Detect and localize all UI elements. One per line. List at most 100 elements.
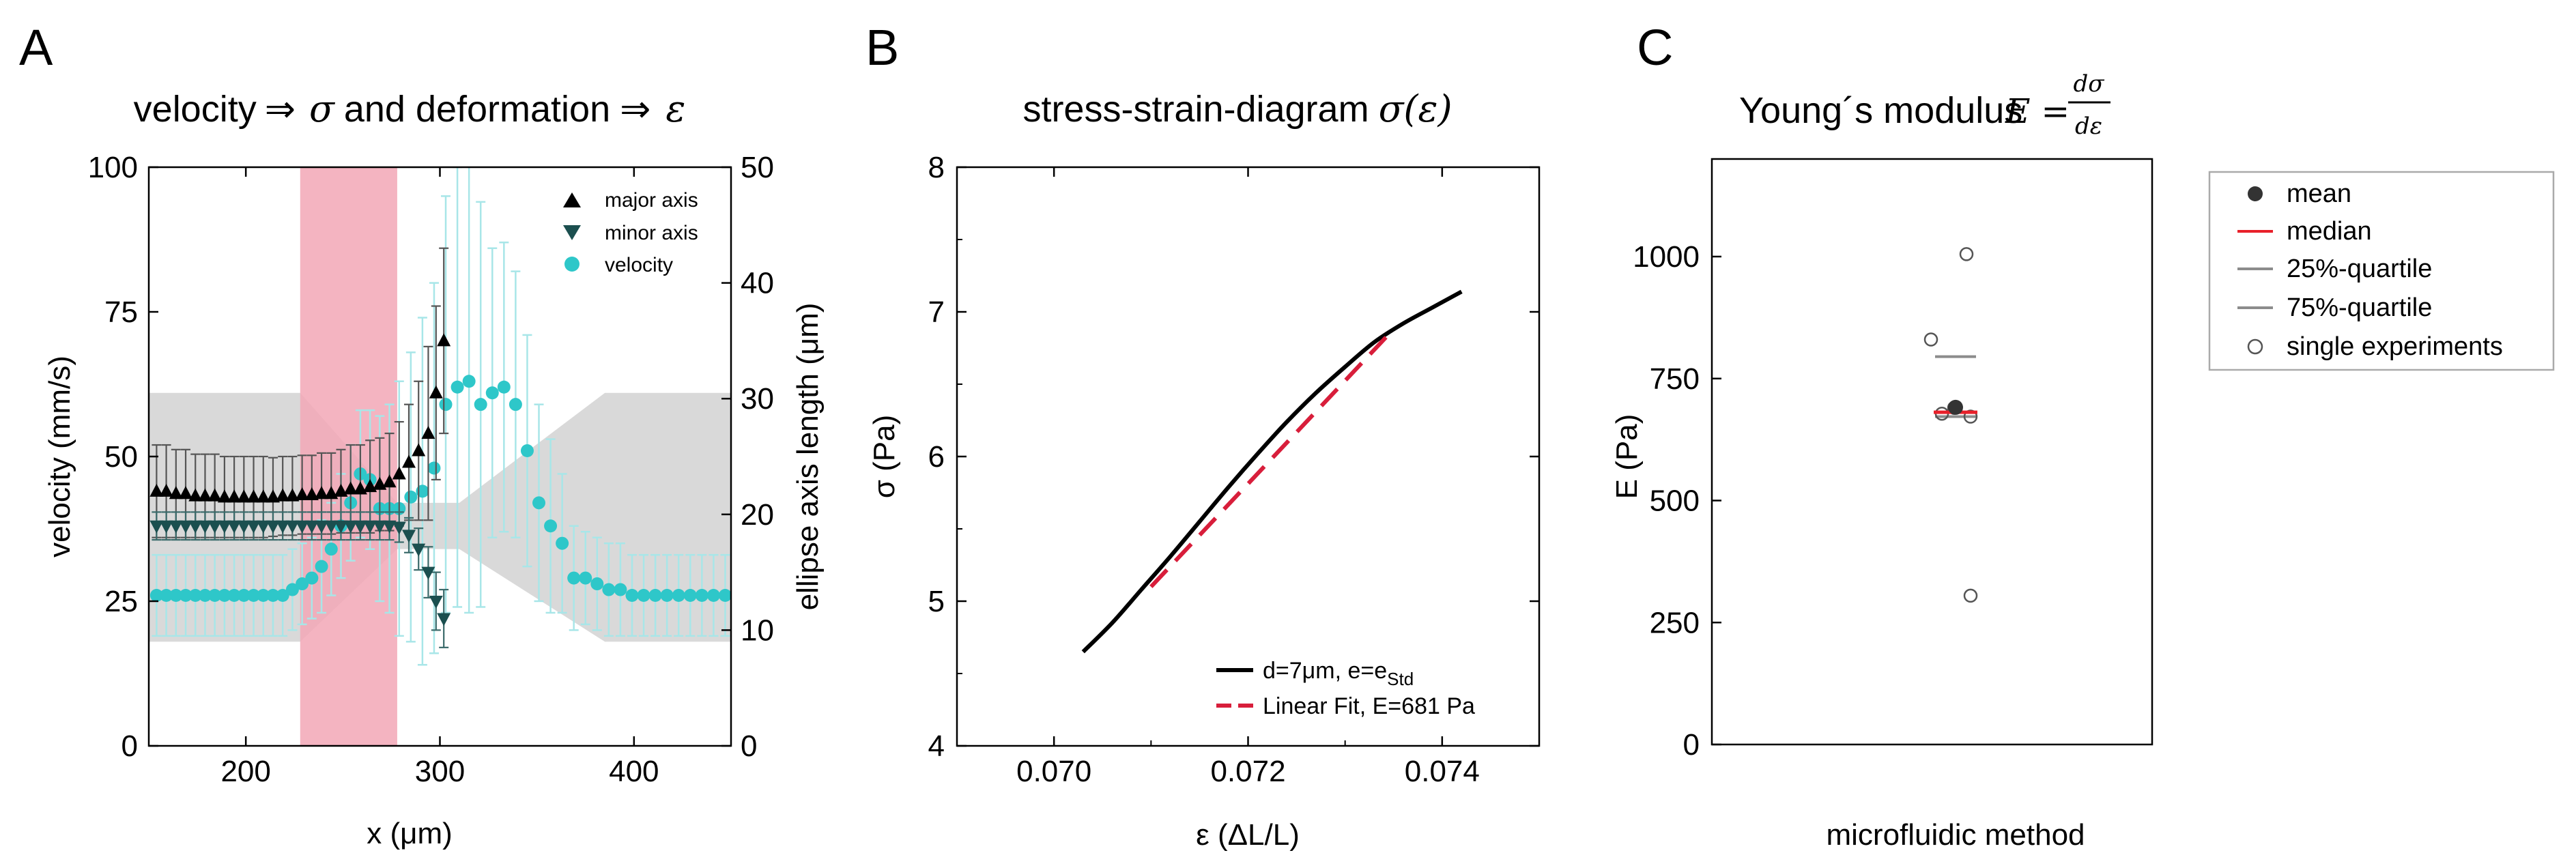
velocity-point [247,589,261,603]
legend-minor-axis: minor axis [563,222,698,244]
panel-c-title: Young´s modulus E = dσ dε [1739,70,2110,140]
velocity-point [683,589,697,603]
single-experiment-point [1963,588,1978,603]
panel-c-frame [1711,158,2153,746]
velocity-point [276,589,289,603]
y-tick-label: 0 [1683,728,1700,762]
velocity-point [718,589,731,603]
legend-marker-minor [563,225,581,240]
velocity-point [404,490,418,504]
velocity-point [188,589,202,603]
velocity-point [315,560,328,573]
major-axis-point [412,443,426,457]
y-tick-label: 0 [121,729,138,763]
legend-q25: 25%-quartile [2237,255,2432,283]
velocity-point [602,583,616,596]
velocity-point [169,589,183,603]
velocity-point [695,589,709,603]
velocity-point [266,589,280,603]
panel-b: B stress-strain-diagram σ(ε) 0.070 0.072 0.… [865,19,1541,852]
minor-axis-point [266,520,280,534]
panel-b-plot-area [1081,289,1463,654]
minor-axis-point [246,520,261,534]
major-axis-point [266,489,280,503]
velocity-point [427,461,441,475]
velocity-point [648,589,662,603]
legend-label-major: major axis [605,189,698,212]
panel-b-letter: B [865,19,899,76]
minor-axis-point [421,566,435,580]
panel-c-title-numerator: dσ [2074,70,2105,98]
panel-b-frame [956,166,1541,747]
y-tick-label: 8 [928,151,945,184]
minor-axis-point [179,520,193,534]
minor-axis-point [198,520,212,534]
panel-c-title-text: Young´s modulus [1739,90,2022,131]
legend-marker-mean [2248,186,2263,201]
legend-marker-single [2247,338,2263,355]
minor-axis-point [334,520,348,534]
velocity-point [285,583,299,596]
y-tick-label-right: 30 [741,382,774,416]
major-axis-point [402,454,416,468]
velocity-point [237,589,251,603]
minor-axis-point [353,520,367,534]
panel-a-title: velocity ⇒ σ and deformation ⇒ ε [134,87,686,130]
legend-mean: mean [2248,179,2351,208]
major-axis-point [159,483,173,497]
major-axis-point [169,486,183,500]
legend-label-minor: minor axis [605,222,698,244]
legend-label-fit: Linear Fit, E=681 Pa [1263,693,1475,719]
x-tick-label: 0.074 [1405,755,1480,788]
panel-c-title-lhs: E = [2005,91,2070,131]
minor-axis-point [363,520,377,534]
major-axis-point [392,466,406,480]
velocity-point [532,496,546,510]
velocity-point [474,398,487,411]
velocity-point [305,571,319,585]
minor-axis-point [324,520,339,534]
velocity-series [149,167,731,666]
velocity-point [149,589,163,603]
panel-c-title-denominator: dε [2075,113,2102,140]
legend-label-mean: mean [2287,179,2351,208]
velocity-point [257,589,270,603]
y-tick-label-right: 50 [741,151,774,184]
major-axis-point [188,488,203,502]
velocity-point [462,375,476,388]
mean-point [1948,399,1963,415]
y-tick-label: 250 [1650,606,1700,639]
major-axis-point [429,385,443,399]
velocity-point [179,589,192,603]
major-axis-point [227,489,242,503]
major-axis-point [207,488,222,502]
legend-label-velocity: velocity [605,254,673,276]
panel-a-plot-area [149,167,731,746]
velocity-point [439,398,453,411]
major-axis-point [237,489,251,503]
minor-axis-point [237,520,251,534]
x-tick-label: 0.070 [1016,755,1091,788]
panel-c-letter: C [1637,19,1673,76]
panel-b-ylabel: σ (Pa) [868,415,901,499]
x-tick-label: 400 [609,755,659,788]
legend-fit: Linear Fit, E=681 Pa [1216,693,1475,719]
y-tick-label-right: 0 [741,729,757,763]
panel-c-legend-box [2208,171,2555,371]
major-axis-series [149,247,451,538]
minor-axis-point [276,520,290,534]
panel-b-title: stress-strain-diagram σ(ε) [1022,87,1452,130]
legend-label-single: single experiments [2287,332,2503,361]
y-tick-label: 750 [1650,362,1700,396]
panel-b-legend: d=7μm, e=eStd Linear Fit, E=681 Pa [1216,658,1475,719]
panel-a-legend: major axis minor axis velocity [563,189,698,276]
velocity-point [208,589,222,603]
major-axis-point [382,474,397,488]
major-axis-point [437,333,451,347]
velocity-point [160,589,173,603]
major-axis-point [217,489,231,503]
major-axis-point [246,489,261,503]
y-tick-label: 6 [928,440,945,474]
minor-axis-point [412,543,426,557]
